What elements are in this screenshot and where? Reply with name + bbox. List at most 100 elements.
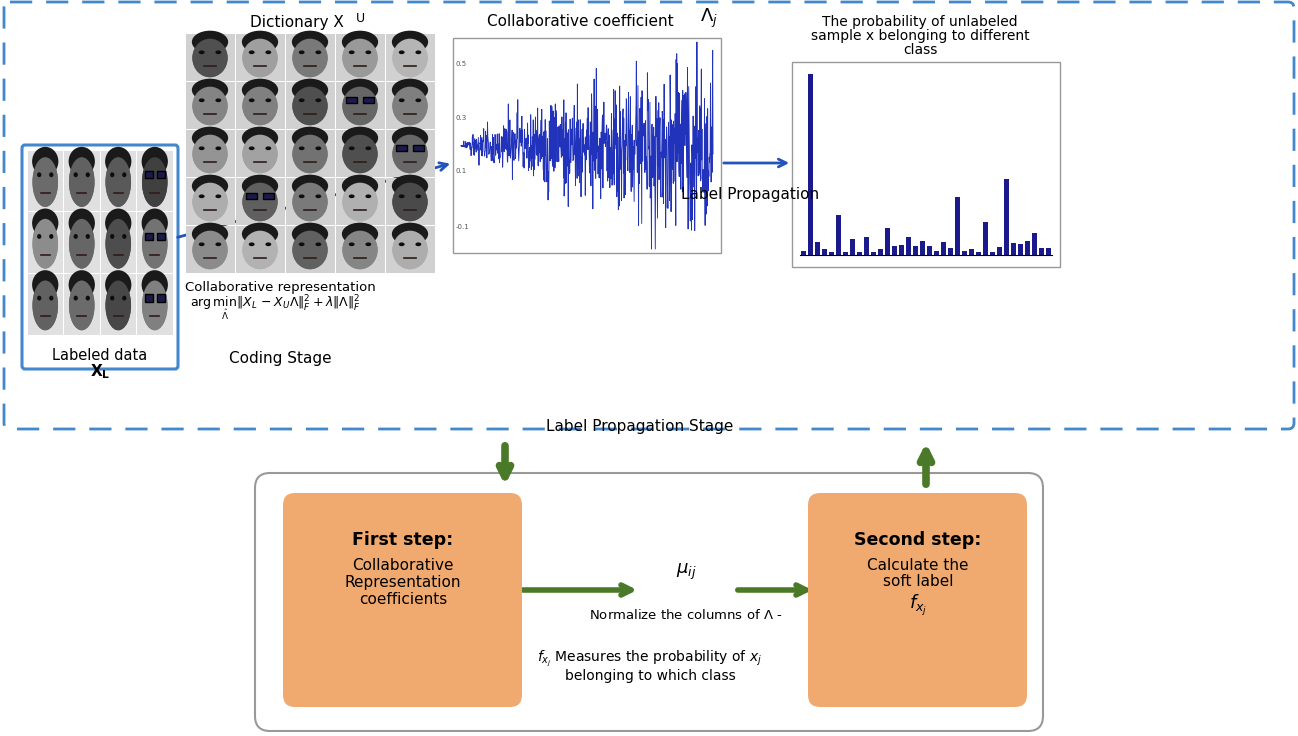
FancyBboxPatch shape [254, 473, 1044, 731]
Ellipse shape [32, 280, 58, 330]
Ellipse shape [215, 51, 221, 54]
Ellipse shape [343, 39, 378, 77]
Ellipse shape [243, 39, 278, 77]
Ellipse shape [199, 194, 205, 198]
Ellipse shape [192, 39, 227, 77]
Ellipse shape [398, 194, 405, 198]
Bar [235, 34, 284, 80]
Ellipse shape [192, 223, 228, 245]
Text: Normalize the columns of $\Lambda$ -: Normalize the columns of $\Lambda$ - [589, 608, 783, 622]
Ellipse shape [299, 51, 305, 54]
Ellipse shape [265, 242, 271, 246]
Bar [27, 274, 64, 334]
Bar [892, 246, 897, 255]
Bar [968, 249, 975, 255]
Bar [27, 212, 64, 273]
Ellipse shape [349, 242, 354, 246]
Ellipse shape [215, 242, 221, 246]
Bar [396, 146, 408, 151]
Ellipse shape [199, 146, 205, 150]
Bar [997, 247, 1002, 255]
Ellipse shape [192, 135, 227, 173]
Text: 0.1: 0.1 [456, 169, 467, 174]
Bar [186, 82, 235, 129]
Ellipse shape [215, 99, 221, 102]
Ellipse shape [243, 87, 278, 125]
Ellipse shape [292, 39, 327, 77]
Ellipse shape [315, 146, 322, 150]
Ellipse shape [192, 127, 228, 149]
Text: U: U [356, 12, 365, 24]
Text: Dictionary X: Dictionary X [251, 15, 344, 29]
Ellipse shape [32, 147, 58, 176]
Bar [347, 97, 357, 103]
Ellipse shape [32, 158, 58, 207]
Ellipse shape [243, 135, 278, 173]
Ellipse shape [141, 219, 167, 269]
Ellipse shape [349, 146, 354, 150]
Ellipse shape [415, 99, 422, 102]
Text: First step:: First step: [352, 531, 453, 549]
Bar [983, 222, 988, 255]
Ellipse shape [392, 87, 427, 125]
Bar [836, 215, 841, 255]
Ellipse shape [292, 230, 327, 269]
Bar [138, 150, 173, 211]
Bar [801, 251, 806, 255]
Ellipse shape [199, 99, 205, 102]
Bar [386, 130, 435, 177]
Ellipse shape [192, 230, 227, 269]
Ellipse shape [265, 51, 271, 54]
Ellipse shape [341, 223, 378, 245]
Ellipse shape [141, 270, 167, 300]
Bar [145, 233, 153, 240]
Ellipse shape [199, 51, 205, 54]
Ellipse shape [105, 280, 131, 330]
Ellipse shape [243, 135, 278, 173]
Bar [100, 274, 136, 334]
Ellipse shape [292, 79, 328, 102]
Bar [335, 225, 384, 272]
Bar [186, 130, 235, 177]
Ellipse shape [105, 270, 131, 300]
Bar [815, 242, 820, 255]
Ellipse shape [105, 158, 131, 207]
Bar [386, 177, 435, 224]
Ellipse shape [192, 87, 227, 125]
Ellipse shape [415, 51, 422, 54]
Text: Collaborative coefficient: Collaborative coefficient [487, 15, 674, 29]
Bar [906, 237, 911, 255]
Ellipse shape [343, 135, 378, 173]
Bar [64, 274, 100, 334]
Bar [850, 238, 855, 255]
Ellipse shape [243, 183, 278, 222]
Text: Label Propagation: Label Propagation [681, 188, 819, 202]
Ellipse shape [122, 234, 126, 239]
Ellipse shape [122, 296, 126, 300]
Ellipse shape [32, 219, 58, 269]
Ellipse shape [392, 174, 428, 197]
Bar [363, 97, 374, 103]
Ellipse shape [105, 158, 131, 207]
Ellipse shape [38, 296, 42, 300]
Bar [286, 34, 335, 80]
Ellipse shape [241, 31, 278, 53]
Bar [138, 212, 173, 273]
Bar [948, 248, 953, 255]
Ellipse shape [343, 87, 378, 125]
Ellipse shape [292, 127, 328, 149]
Ellipse shape [192, 174, 228, 197]
Bar [235, 177, 284, 224]
Ellipse shape [292, 87, 327, 125]
Ellipse shape [141, 208, 167, 238]
Bar [792, 62, 1060, 267]
Bar [1011, 243, 1016, 255]
Bar [941, 242, 946, 255]
Bar [186, 225, 235, 272]
Bar [933, 251, 940, 255]
Bar [453, 38, 720, 253]
Ellipse shape [292, 183, 327, 222]
Text: Collaborative: Collaborative [352, 557, 454, 573]
Bar [857, 252, 862, 255]
Ellipse shape [69, 147, 95, 176]
